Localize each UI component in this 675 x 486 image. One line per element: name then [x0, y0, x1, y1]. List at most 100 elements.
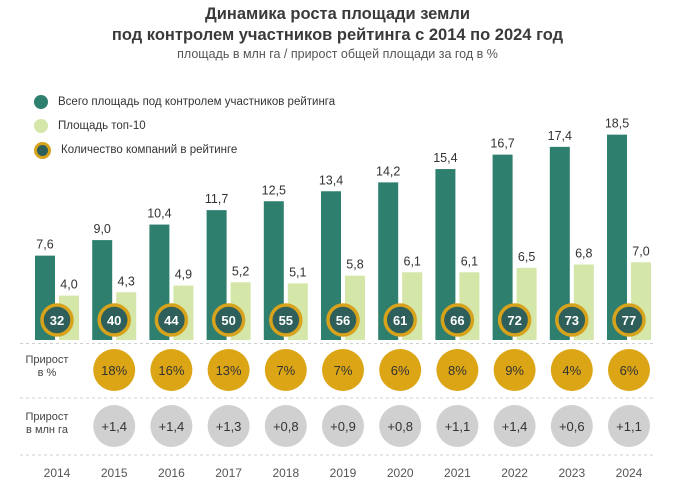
- companies-circle: [612, 303, 646, 337]
- growth-pct-circle: [322, 349, 364, 391]
- growth-abs-value: +1,1: [616, 419, 642, 434]
- companies-count: 77: [622, 313, 636, 328]
- growth-abs-circle: [93, 405, 136, 447]
- growth-pct-value: 6%: [620, 363, 639, 378]
- growth-abs-circle: [608, 405, 650, 447]
- companies-count: 40: [107, 313, 121, 328]
- x-tick-label: 2022: [501, 466, 528, 480]
- data-label-total: 12,5: [262, 183, 286, 197]
- data-label-top10: 4,0: [60, 278, 77, 292]
- growth-abs-value: +1,4: [159, 419, 185, 434]
- companies-circle: [383, 303, 417, 337]
- growth-pct-circle: [150, 349, 193, 391]
- bar-total: [492, 154, 513, 340]
- bar-total: [435, 169, 456, 340]
- companies-count: 44: [164, 313, 179, 328]
- growth-abs-circle: [379, 405, 422, 447]
- x-tick-label: 2023: [558, 466, 585, 480]
- growth-pct-value: 7%: [334, 363, 353, 378]
- chart-subtitle: площадь в млн га / прирост общей площади…: [177, 47, 498, 61]
- row-label-growth-abs-line1: Прирост: [25, 411, 69, 423]
- data-label-total: 9,0: [94, 222, 111, 236]
- growth-pct-circle: [264, 349, 307, 391]
- legend-swatch-top10: [34, 119, 48, 133]
- companies-circle: [154, 303, 189, 337]
- data-label-total: 13,4: [319, 173, 343, 187]
- growth-pct-value: 7%: [276, 363, 295, 378]
- data-label-total: 7,6: [36, 238, 53, 252]
- growth-abs-circle: [150, 405, 193, 447]
- growth-pct-circle: [550, 349, 593, 391]
- x-tick-label: 2014: [44, 466, 71, 480]
- data-label-total: 18,5: [605, 117, 629, 131]
- data-label-top10: 6,1: [404, 254, 421, 268]
- x-tick-label: 2021: [444, 466, 471, 480]
- data-label-total: 11,7: [205, 192, 228, 206]
- growth-abs-value: +0,9: [330, 419, 356, 434]
- growth-pct-value: 18%: [101, 363, 127, 378]
- growth-pct-value: 16%: [158, 363, 184, 378]
- growth-pct-circle: [207, 349, 250, 391]
- x-tick-label: 2024: [616, 466, 643, 480]
- row-label-growth-pct-line2: в %: [37, 367, 57, 379]
- x-tick-label: 2020: [387, 466, 414, 480]
- growth-pct-circle: [493, 349, 536, 391]
- legend-label-companies: Количество компаний в рейтинге: [61, 144, 238, 156]
- companies-circle: [555, 303, 589, 337]
- legend-item-total: Всего площадь под контролем участников р…: [34, 92, 335, 112]
- row-label-growth-abs-line2: в млн га: [26, 424, 68, 436]
- chart-title-line2: под контролем участников рейтинга с 2014…: [111, 26, 564, 44]
- legend-item-top10: Площадь топ-10: [34, 116, 146, 136]
- row-label-growth-abs: Прирост в млн га: [16, 411, 78, 437]
- data-label-top10: 5,2: [232, 264, 249, 278]
- growth-pct-value: 4%: [562, 363, 581, 378]
- data-label-total: 10,4: [147, 207, 171, 221]
- data-label-top10: 6,8: [575, 247, 592, 261]
- growth-pct-circle: [608, 349, 650, 391]
- companies-circle: [440, 303, 475, 337]
- growth-abs-value: +1,4: [101, 419, 127, 434]
- growth-abs-value: +1,1: [445, 419, 471, 434]
- chart-title-line1: Динамика роста площади земли: [205, 5, 470, 23]
- data-label-top10: 6,1: [461, 254, 478, 268]
- growth-abs-value: +0,6: [559, 419, 585, 434]
- growth-abs-circle: [264, 405, 307, 447]
- data-label-top10: 7,0: [632, 244, 649, 258]
- data-label-total: 14,2: [376, 164, 400, 178]
- data-label-top10: 5,8: [346, 258, 363, 272]
- companies-circle: [269, 303, 303, 337]
- companies-circle: [97, 303, 131, 337]
- row-label-growth-pct-line1: Прирост: [25, 354, 69, 366]
- growth-abs-circle: [550, 405, 593, 447]
- data-label-top10: 4,9: [175, 268, 192, 282]
- growth-pct-circle: [436, 349, 479, 391]
- companies-circle: [211, 303, 246, 337]
- companies-count: 73: [565, 313, 579, 328]
- growth-abs-circle: [493, 405, 536, 447]
- bar-total: [321, 191, 341, 340]
- legend-swatch-total: [34, 95, 48, 109]
- growth-pct-value: 6%: [391, 363, 410, 378]
- bar-total: [549, 146, 570, 340]
- companies-count: 61: [393, 313, 407, 328]
- growth-abs-circle: [436, 405, 479, 447]
- data-label-top10: 4,3: [118, 274, 135, 288]
- companies-circle: [497, 303, 532, 337]
- companies-count: 32: [50, 313, 64, 328]
- data-label-top10: 5,1: [289, 265, 306, 279]
- growth-abs-value: +1,3: [216, 419, 242, 434]
- growth-pct-value: 9%: [505, 363, 524, 378]
- companies-count: 50: [221, 313, 235, 328]
- legend-label-top10: Площадь топ-10: [58, 120, 146, 132]
- growth-pct-value: 13%: [216, 363, 242, 378]
- row-label-growth-pct: Прирост в %: [16, 354, 78, 380]
- companies-count: 72: [507, 313, 521, 328]
- data-label-total: 17,4: [548, 129, 572, 143]
- growth-pct-circle: [379, 349, 422, 391]
- companies-circle: [326, 303, 360, 337]
- x-tick-label: 2016: [158, 466, 185, 480]
- growth-abs-circle: [207, 405, 250, 447]
- bar-total: [607, 134, 627, 340]
- data-label-top10: 6,5: [518, 250, 535, 264]
- companies-count: 66: [450, 313, 464, 328]
